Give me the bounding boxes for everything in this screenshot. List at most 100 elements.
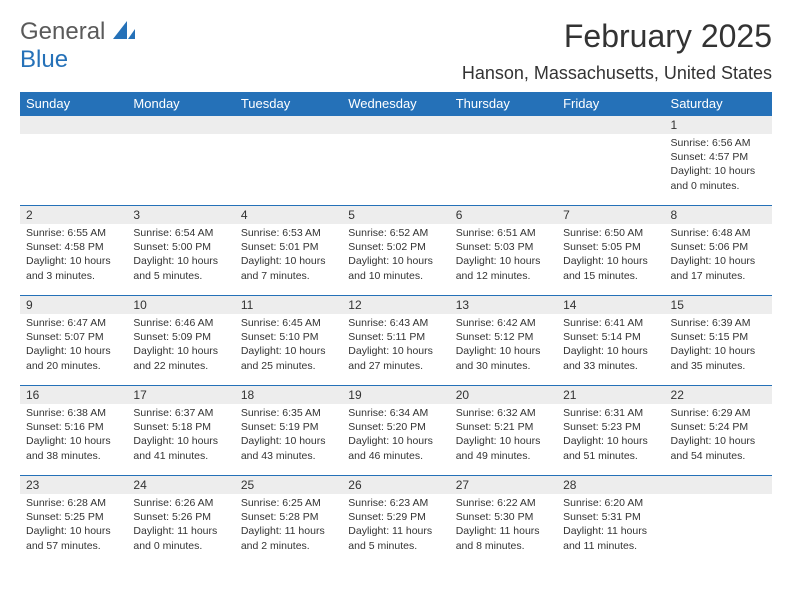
sunset-text: Sunset: 5:09 PM (133, 330, 228, 344)
sunrise-text: Sunrise: 6:43 AM (348, 316, 443, 330)
sunrise-text: Sunrise: 6:25 AM (241, 496, 336, 510)
calendar-cell (557, 116, 664, 206)
day-data: Sunrise: 6:25 AMSunset: 5:28 PMDaylight:… (235, 494, 342, 557)
calendar-week-row: 9Sunrise: 6:47 AMSunset: 5:07 PMDaylight… (20, 296, 772, 386)
weekday-header: Saturday (665, 92, 772, 116)
sunset-text: Sunset: 5:24 PM (671, 420, 766, 434)
day-number: 21 (557, 386, 664, 404)
weekday-header: Friday (557, 92, 664, 116)
day-number: 23 (20, 476, 127, 494)
day-data: Sunrise: 6:52 AMSunset: 5:02 PMDaylight:… (342, 224, 449, 287)
sunset-text: Sunset: 5:16 PM (26, 420, 121, 434)
day-data: Sunrise: 6:28 AMSunset: 5:25 PMDaylight:… (20, 494, 127, 557)
sunrise-text: Sunrise: 6:45 AM (241, 316, 336, 330)
calendar-cell: 5Sunrise: 6:52 AMSunset: 5:02 PMDaylight… (342, 206, 449, 296)
sunrise-text: Sunrise: 6:23 AM (348, 496, 443, 510)
title-block: February 2025 Hanson, Massachusetts, Uni… (462, 18, 772, 84)
daylight-text: Daylight: 10 hours and 49 minutes. (456, 434, 551, 462)
day-number: 13 (450, 296, 557, 314)
day-data: Sunrise: 6:43 AMSunset: 5:11 PMDaylight:… (342, 314, 449, 377)
calendar-week-row: 23Sunrise: 6:28 AMSunset: 5:25 PMDayligh… (20, 476, 772, 566)
daylight-text: Daylight: 10 hours and 38 minutes. (26, 434, 121, 462)
day-number (665, 476, 772, 494)
calendar-cell: 24Sunrise: 6:26 AMSunset: 5:26 PMDayligh… (127, 476, 234, 566)
sunset-text: Sunset: 5:11 PM (348, 330, 443, 344)
day-data: Sunrise: 6:51 AMSunset: 5:03 PMDaylight:… (450, 224, 557, 287)
sunrise-text: Sunrise: 6:41 AM (563, 316, 658, 330)
logo-word-2: Blue (20, 46, 68, 73)
sunset-text: Sunset: 5:25 PM (26, 510, 121, 524)
sunset-text: Sunset: 5:06 PM (671, 240, 766, 254)
day-data: Sunrise: 6:29 AMSunset: 5:24 PMDaylight:… (665, 404, 772, 467)
day-number: 10 (127, 296, 234, 314)
daylight-text: Daylight: 10 hours and 46 minutes. (348, 434, 443, 462)
sunset-text: Sunset: 5:19 PM (241, 420, 336, 434)
day-data: Sunrise: 6:48 AMSunset: 5:06 PMDaylight:… (665, 224, 772, 287)
daylight-text: Daylight: 11 hours and 8 minutes. (456, 524, 551, 552)
day-number: 2 (20, 206, 127, 224)
sunrise-text: Sunrise: 6:51 AM (456, 226, 551, 240)
day-number: 25 (235, 476, 342, 494)
day-number (450, 116, 557, 134)
daylight-text: Daylight: 10 hours and 7 minutes. (241, 254, 336, 282)
day-data: Sunrise: 6:37 AMSunset: 5:18 PMDaylight:… (127, 404, 234, 467)
daylight-text: Daylight: 10 hours and 12 minutes. (456, 254, 551, 282)
day-data: Sunrise: 6:20 AMSunset: 5:31 PMDaylight:… (557, 494, 664, 557)
sunrise-text: Sunrise: 6:38 AM (26, 406, 121, 420)
sunrise-text: Sunrise: 6:47 AM (26, 316, 121, 330)
day-number: 9 (20, 296, 127, 314)
sunset-text: Sunset: 5:18 PM (133, 420, 228, 434)
daylight-text: Daylight: 10 hours and 15 minutes. (563, 254, 658, 282)
sunrise-text: Sunrise: 6:35 AM (241, 406, 336, 420)
sunset-text: Sunset: 5:23 PM (563, 420, 658, 434)
daylight-text: Daylight: 10 hours and 27 minutes. (348, 344, 443, 372)
weekday-header: Sunday (20, 92, 127, 116)
day-number (235, 116, 342, 134)
weekday-header: Monday (127, 92, 234, 116)
weekday-header: Wednesday (342, 92, 449, 116)
daylight-text: Daylight: 10 hours and 20 minutes. (26, 344, 121, 372)
sunrise-text: Sunrise: 6:28 AM (26, 496, 121, 510)
sunset-text: Sunset: 5:05 PM (563, 240, 658, 254)
day-number: 19 (342, 386, 449, 404)
day-number: 28 (557, 476, 664, 494)
day-number: 12 (342, 296, 449, 314)
calendar-table: SundayMondayTuesdayWednesdayThursdayFrid… (20, 92, 772, 566)
calendar-cell: 3Sunrise: 6:54 AMSunset: 5:00 PMDaylight… (127, 206, 234, 296)
day-number: 17 (127, 386, 234, 404)
daylight-text: Daylight: 10 hours and 10 minutes. (348, 254, 443, 282)
daylight-text: Daylight: 10 hours and 25 minutes. (241, 344, 336, 372)
day-number: 6 (450, 206, 557, 224)
day-number: 27 (450, 476, 557, 494)
day-data: Sunrise: 6:45 AMSunset: 5:10 PMDaylight:… (235, 314, 342, 377)
daylight-text: Daylight: 10 hours and 33 minutes. (563, 344, 658, 372)
day-number: 11 (235, 296, 342, 314)
sunrise-text: Sunrise: 6:53 AM (241, 226, 336, 240)
day-data: Sunrise: 6:54 AMSunset: 5:00 PMDaylight:… (127, 224, 234, 287)
day-data: Sunrise: 6:55 AMSunset: 4:58 PMDaylight:… (20, 224, 127, 287)
sunset-text: Sunset: 5:14 PM (563, 330, 658, 344)
day-number: 7 (557, 206, 664, 224)
sunset-text: Sunset: 5:26 PM (133, 510, 228, 524)
day-number: 1 (665, 116, 772, 134)
day-number: 24 (127, 476, 234, 494)
calendar-cell: 20Sunrise: 6:32 AMSunset: 5:21 PMDayligh… (450, 386, 557, 476)
calendar-cell: 9 Sunrise: 6:47 AMSunset: 5:07 PMDaylight… (20, 296, 127, 386)
sunset-text: Sunset: 5:02 PM (348, 240, 443, 254)
logo-word-1: General (20, 18, 105, 45)
sunset-text: Sunset: 5:01 PM (241, 240, 336, 254)
sunrise-text: Sunrise: 6:22 AM (456, 496, 551, 510)
header: General Blue February 2025 Hanson, Massa… (20, 18, 772, 84)
calendar-header: SundayMondayTuesdayWednesdayThursdayFrid… (20, 92, 772, 116)
day-data: Sunrise: 6:26 AMSunset: 5:26 PMDaylight:… (127, 494, 234, 557)
day-data: Sunrise: 6:35 AMSunset: 5:19 PMDaylight:… (235, 404, 342, 467)
daylight-text: Daylight: 10 hours and 0 minutes. (671, 164, 766, 192)
sunset-text: Sunset: 5:07 PM (26, 330, 121, 344)
calendar-cell: 19Sunrise: 6:34 AMSunset: 5:20 PMDayligh… (342, 386, 449, 476)
daylight-text: Daylight: 11 hours and 11 minutes. (563, 524, 658, 552)
calendar-cell: 21Sunrise: 6:31 AMSunset: 5:23 PMDayligh… (557, 386, 664, 476)
day-number (127, 116, 234, 134)
day-data: Sunrise: 6:50 AMSunset: 5:05 PMDaylight:… (557, 224, 664, 287)
day-number: 8 (665, 206, 772, 224)
calendar-cell: 14Sunrise: 6:41 AMSunset: 5:14 PMDayligh… (557, 296, 664, 386)
